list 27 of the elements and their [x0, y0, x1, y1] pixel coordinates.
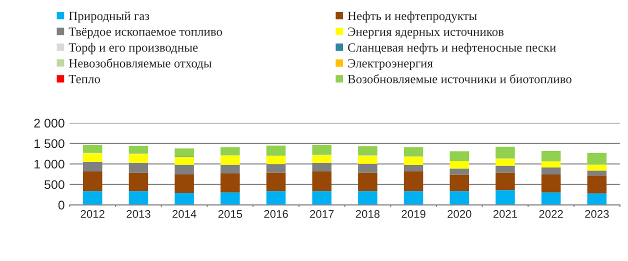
legend-label: Нефть и нефтепродукты: [348, 11, 477, 23]
legend-label: Возобновляемые источники и биотопливо: [348, 74, 572, 84]
x-tick-label: 2021: [493, 210, 518, 218]
x-tick-label: 2017: [310, 210, 334, 218]
y-tick-label: 1 000: [34, 160, 64, 169]
x-tick-label: 2015: [218, 210, 242, 218]
x-tick-label: 2022: [539, 210, 563, 218]
x-tick-label: 2014: [172, 210, 196, 218]
y-tick-label: 1 500: [34, 139, 64, 148]
legend-label: Электроэнергия: [348, 59, 433, 70]
x-tick-label: 2018: [356, 210, 380, 218]
x-tick-label: 2020: [448, 210, 472, 218]
x-tick-label: 2019: [402, 210, 426, 218]
legend-label: Невозобновляемые отходы: [68, 58, 212, 70]
x-tick-label: 2012: [80, 210, 104, 218]
y-tick-label: 0: [58, 200, 64, 210]
x-tick-label: 2016: [264, 210, 288, 218]
x-tick-label: 2013: [126, 210, 150, 218]
legend-label: Энергия ядерных источников: [348, 28, 504, 38]
legend-label: Твёрдое ископаемое топливо: [68, 28, 222, 38]
legend-label: Природный газ: [68, 11, 150, 23]
legend-label: Сланцевая нефть и нефтеносные пески: [348, 42, 556, 54]
y-tick-label: 500: [44, 180, 64, 190]
legend-label: Торф и его производные: [68, 42, 198, 54]
y-tick-label: 2 000: [34, 118, 64, 128]
x-tick-label: 2023: [585, 210, 609, 218]
legend-label: Тепло: [68, 74, 100, 84]
